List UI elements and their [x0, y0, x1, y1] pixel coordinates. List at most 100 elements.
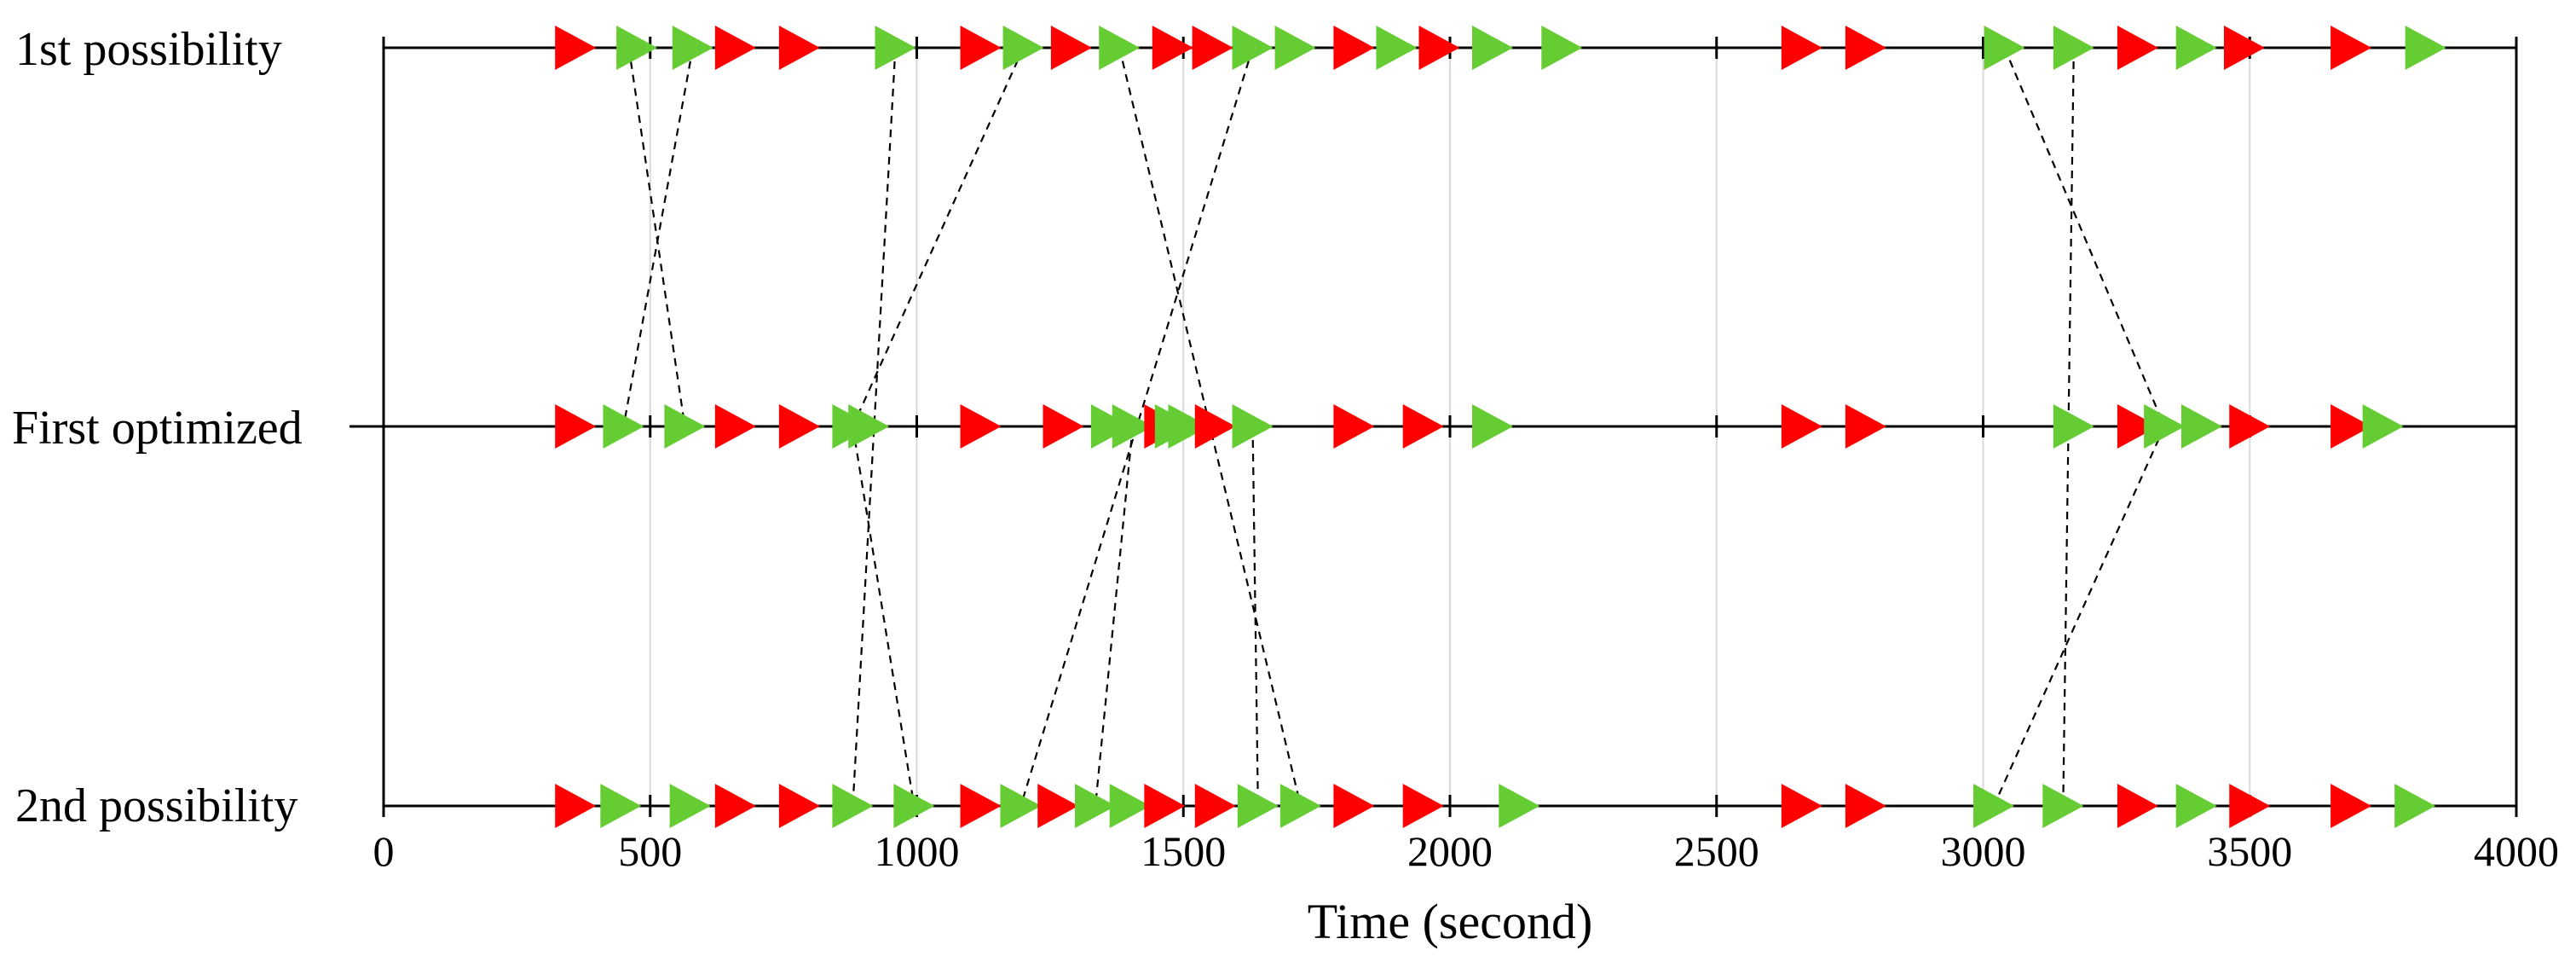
red-marker [1037, 784, 1079, 828]
green-marker [2053, 26, 2094, 70]
connection-line [1118, 47, 1302, 807]
green-marker [1499, 784, 1540, 828]
red-marker [960, 404, 1002, 449]
red-marker [555, 404, 597, 449]
x-tick-label: 1500 [1141, 827, 1226, 875]
green-marker [2042, 784, 2084, 828]
row-label: 1st possibility [15, 23, 282, 76]
red-marker [2117, 404, 2158, 449]
red-marker [1781, 404, 1822, 449]
green-marker [672, 26, 713, 70]
green-marker [1984, 26, 2025, 70]
green-marker [875, 26, 916, 70]
green-marker [1112, 404, 1153, 449]
red-marker [2331, 784, 2372, 828]
red-marker [1402, 404, 1444, 449]
green-marker [893, 784, 935, 828]
green-marker [1109, 784, 1151, 828]
green-marker [2394, 784, 2436, 828]
red-marker [1194, 404, 1236, 449]
connection-line [852, 47, 1025, 427]
red-marker [1050, 26, 1092, 70]
connection-line [622, 47, 694, 427]
green-marker [664, 404, 706, 449]
red-marker [714, 404, 756, 449]
connection-line [852, 47, 897, 807]
red-marker [2331, 26, 2372, 70]
red-marker [714, 26, 756, 70]
connection-line [1993, 426, 2166, 807]
green-marker [1973, 784, 2015, 828]
x-tick-label: 3500 [2207, 827, 2292, 875]
red-marker [1845, 404, 1886, 449]
green-marker [1099, 26, 1141, 70]
green-marker [2144, 404, 2186, 449]
green-marker [832, 784, 874, 828]
green-marker [603, 404, 644, 449]
red-marker [1781, 26, 1822, 70]
green-marker [1237, 784, 1279, 828]
green-marker [2053, 404, 2094, 449]
red-marker [1402, 784, 1444, 828]
red-marker [778, 784, 820, 828]
green-marker [1274, 26, 1316, 70]
x-tick-label: 500 [618, 827, 682, 875]
red-marker [555, 784, 597, 828]
red-marker [1152, 26, 1193, 70]
green-marker [1000, 784, 1042, 828]
red-marker [2223, 26, 2265, 70]
red-marker [1043, 404, 1084, 449]
x-tick-label: 1000 [875, 827, 960, 875]
green-marker [1376, 26, 1418, 70]
red-marker [1845, 784, 1886, 828]
red-marker [2229, 404, 2271, 449]
green-marker [1279, 784, 1321, 828]
x-tick-label: 2500 [1674, 827, 1759, 875]
red-marker [1144, 784, 1186, 828]
green-marker [1168, 404, 1210, 449]
red-marker [1845, 26, 1886, 70]
green-marker [1541, 26, 1583, 70]
x-tick-label: 3000 [1941, 827, 2026, 875]
green-marker [1002, 26, 1044, 70]
red-marker [2331, 404, 2372, 449]
connection-line [627, 47, 686, 427]
red-marker [2117, 784, 2158, 828]
connection-line [852, 426, 915, 807]
green-marker [1232, 404, 1274, 449]
connection-line [1251, 426, 1259, 807]
red-marker [960, 26, 1002, 70]
green-marker [1472, 404, 1514, 449]
red-marker [1781, 784, 1822, 828]
labels: Time (second) 1st possibility First optim… [12, 23, 2559, 949]
markers [555, 26, 2446, 828]
green-marker [2175, 784, 2217, 828]
connection-line [2062, 47, 2075, 807]
red-marker [1333, 404, 1375, 449]
green-marker [848, 404, 890, 449]
green-marker [1075, 784, 1117, 828]
x-tick-label: 0 [373, 827, 395, 875]
x-axis-title: Time (second) [1308, 894, 1593, 949]
red-marker [960, 784, 1002, 828]
red-marker [778, 26, 820, 70]
green-marker [616, 26, 658, 70]
green-marker [2362, 404, 2404, 449]
green-marker [1232, 26, 1274, 70]
red-marker [778, 404, 820, 449]
green-marker [2175, 26, 2217, 70]
red-marker [1333, 26, 1375, 70]
red-marker [1418, 26, 1460, 70]
green-marker [2180, 404, 2222, 449]
green-marker [669, 784, 711, 828]
x-tick-label: 2000 [1407, 827, 1493, 875]
row-label: First optimized [12, 402, 303, 455]
red-marker [2117, 26, 2158, 70]
green-marker [2405, 26, 2446, 70]
red-marker [714, 784, 756, 828]
red-marker [2229, 784, 2271, 828]
connection-line [1094, 426, 1134, 807]
green-marker [1090, 404, 1132, 449]
connection-line [2003, 47, 2166, 427]
